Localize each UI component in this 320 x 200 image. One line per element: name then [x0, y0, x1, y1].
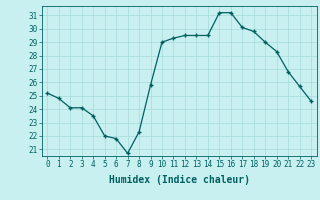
- X-axis label: Humidex (Indice chaleur): Humidex (Indice chaleur): [109, 175, 250, 185]
